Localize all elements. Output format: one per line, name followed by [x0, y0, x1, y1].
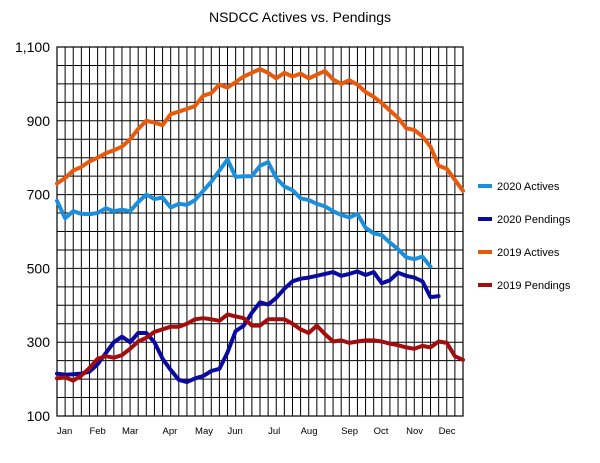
x-tick-label: Oct [374, 426, 389, 437]
series-line-2019-actives [55, 67, 465, 193]
plot-frame [56, 46, 464, 417]
legend-label-2019-actives: 2019 Actives [497, 247, 560, 259]
y-tick-label: 900 [27, 113, 51, 129]
x-tick-label: Mar [122, 426, 138, 437]
x-tick-label: Jul [268, 426, 280, 437]
legend-label-2020-actives: 2020 Actives [497, 181, 560, 193]
x-tick-label: Feb [89, 426, 105, 437]
grid-layer [56, 46, 464, 417]
series-layer [55, 67, 465, 385]
series-line-2020-actives [55, 157, 433, 269]
y-tick-label: 700 [27, 187, 51, 203]
x-tick-label: May [195, 426, 213, 437]
legend: 2020 Actives 2020 Pendings 2019 Actives 201… [478, 181, 571, 292]
x-tick-label: Jun [228, 426, 243, 437]
series-line-2019-pendings [55, 312, 465, 383]
y-tick-label: 300 [27, 334, 51, 350]
x-tick-label: Sep [341, 426, 358, 437]
x-tick-label: Dec [439, 426, 456, 437]
y-tick-label: 500 [27, 260, 51, 276]
legend-label-2019-pendings: 2019 Pendings [497, 280, 571, 292]
x-tick-label: Nov [406, 426, 423, 437]
x-tick-label: Aug [301, 426, 318, 437]
series-line-2020-pendings [55, 269, 441, 385]
legend-label-2020-pendings: 2020 Pendings [497, 214, 571, 226]
y-tick-label: 1,100 [15, 39, 50, 55]
chart-title: NSDCC Actives vs. Pendings [209, 9, 391, 25]
x-tick-label: Jan [57, 426, 72, 437]
axis-layer: 100 300 500 700 900 1,100 Jan Feb Mar Apr May Jun Ju… [15, 39, 456, 437]
x-tick-label: Apr [163, 426, 178, 437]
y-tick-label: 100 [27, 408, 51, 424]
